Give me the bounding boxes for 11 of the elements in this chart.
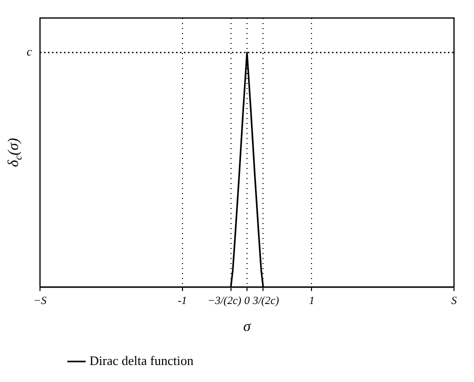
x-tick-label: -1 — [178, 294, 187, 307]
y-axis-title: δc(σ) — [6, 138, 24, 168]
x-tick-label: 0 — [244, 294, 250, 307]
x-tick-label: 1 — [308, 294, 314, 307]
x-tick-label: S — [451, 294, 458, 307]
x-axis-title: σ — [243, 318, 252, 335]
ref-line-label: c — [26, 44, 33, 59]
x-tick-label: −3/(2c) — [208, 294, 242, 307]
legend-label: Dirac delta function — [90, 352, 194, 368]
x-tick-label: 3/(2c) — [252, 294, 280, 307]
x-tick-label: −S — [34, 294, 47, 307]
